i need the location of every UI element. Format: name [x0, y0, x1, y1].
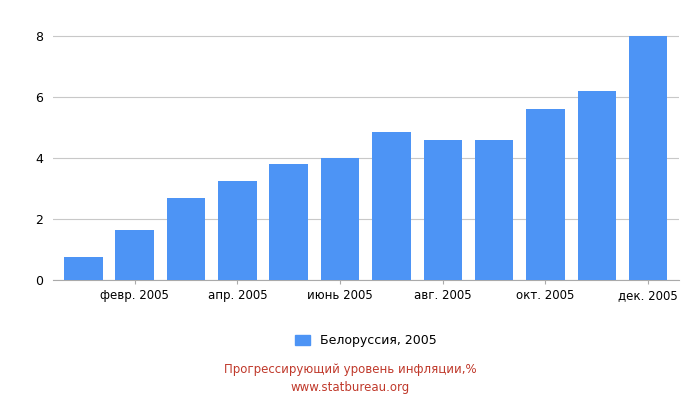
Bar [526, 110, 565, 280]
Bar [424, 140, 462, 280]
Text: Прогрессирующий уровень инфляции,%: Прогрессирующий уровень инфляции,% [224, 364, 476, 376]
Bar [270, 164, 308, 280]
Legend: Белоруссия, 2005: Белоруссия, 2005 [295, 334, 437, 348]
Bar [218, 181, 257, 280]
Bar [372, 132, 411, 280]
Bar [64, 257, 103, 280]
Text: www.statbureau.org: www.statbureau.org [290, 382, 410, 394]
Bar [167, 198, 205, 280]
Bar [629, 36, 667, 280]
Bar [578, 91, 616, 280]
Bar [475, 140, 513, 280]
Bar [116, 230, 154, 280]
Bar [321, 158, 359, 280]
